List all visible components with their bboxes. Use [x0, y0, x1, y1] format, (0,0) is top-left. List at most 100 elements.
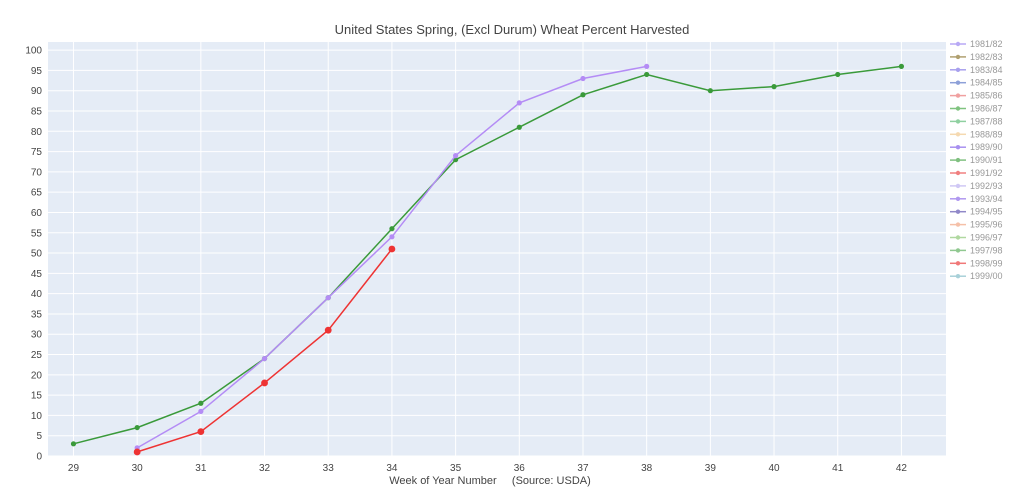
legend-item[interactable]: 1991/92: [950, 168, 1003, 178]
y-tick-label: 80: [31, 127, 43, 138]
legend-item[interactable]: 1987/88: [950, 116, 1003, 126]
legend-item[interactable]: 1984/85: [950, 78, 1003, 88]
legend-item[interactable]: 1986/87: [950, 104, 1003, 114]
legend-swatch-marker: [955, 106, 961, 111]
legend-label: 1984/85: [970, 78, 1003, 88]
legend-label: 1996/97: [970, 233, 1003, 243]
y-tick-label: 40: [31, 289, 43, 300]
x-tick-label: 29: [68, 463, 80, 474]
legend-swatch-marker: [955, 132, 961, 137]
legend-item[interactable]: 1990/91: [950, 155, 1003, 165]
data-point[interactable]: [707, 88, 713, 94]
x-tick-label: 42: [896, 463, 908, 474]
data-point[interactable]: [325, 295, 331, 301]
y-tick-label: 65: [31, 188, 43, 199]
legend-item[interactable]: 1981/82: [950, 39, 1003, 49]
data-point[interactable]: [898, 63, 905, 69]
legend-swatch-marker: [955, 80, 961, 85]
y-tick-label: 55: [31, 228, 43, 239]
x-tick-label: 40: [768, 463, 780, 474]
x-tick-label: 38: [641, 463, 653, 474]
data-point[interactable]: [198, 400, 204, 406]
data-point[interactable]: [516, 124, 522, 130]
y-tick-label: 5: [36, 431, 42, 442]
y-tick-label: 15: [31, 391, 43, 402]
y-tick-label: 50: [31, 249, 43, 260]
legend-label: 1993/94: [970, 194, 1003, 204]
legend-item[interactable]: 1996/97: [950, 233, 1003, 243]
x-tick-label: 30: [132, 463, 144, 474]
y-tick-label: 75: [31, 147, 43, 158]
chart-title: United States Spring, (Excl Durum) Wheat…: [335, 22, 690, 37]
legend-swatch-marker: [955, 222, 961, 227]
data-point[interactable]: [835, 71, 841, 78]
legend-swatch-marker: [955, 183, 961, 189]
x-tick-label: 34: [386, 463, 398, 474]
data-point[interactable]: [389, 234, 395, 240]
y-tick-label: 60: [31, 208, 43, 219]
x-axis-label: Week of Year Number (Source: USDA): [389, 475, 591, 487]
legend-item[interactable]: 1993/94: [950, 194, 1003, 204]
legend-item[interactable]: 1999/00: [950, 271, 1003, 281]
data-point[interactable]: [324, 326, 332, 334]
legend-label: 1990/91: [970, 155, 1003, 165]
x-tick-label: 41: [832, 463, 844, 474]
data-point[interactable]: [133, 448, 141, 456]
data-point[interactable]: [644, 71, 650, 78]
legend-item[interactable]: 1994/95: [950, 207, 1003, 217]
y-tick-label: 0: [36, 452, 42, 463]
y-tick-label: 35: [31, 309, 43, 320]
y-tick-label: 85: [31, 107, 43, 118]
legend-label: 1995/96: [970, 220, 1003, 230]
plot-area: [48, 42, 946, 456]
legend-item[interactable]: 1995/96: [950, 220, 1003, 230]
legend-swatch-marker: [955, 54, 961, 60]
legend-item[interactable]: 1988/89: [950, 129, 1003, 139]
data-point[interactable]: [197, 428, 205, 436]
data-point[interactable]: [580, 92, 586, 98]
x-tick-label: 36: [514, 463, 526, 474]
legend-label: 1994/95: [970, 207, 1003, 217]
legend-item[interactable]: 1983/84: [950, 65, 1003, 75]
legend-label: 1992/93: [970, 181, 1003, 191]
data-point[interactable]: [516, 100, 522, 106]
x-tick-label: 37: [577, 463, 589, 474]
series-1: [134, 63, 650, 451]
data-point[interactable]: [261, 355, 268, 362]
series-line: [73, 65, 902, 445]
legend-swatch-marker: [955, 119, 961, 124]
legend-label: 1998/99: [970, 258, 1003, 268]
legend-item[interactable]: 1997/98: [950, 245, 1003, 255]
y-tick-label: 45: [31, 269, 43, 280]
data-point[interactable]: [580, 75, 586, 82]
legend-swatch-marker: [955, 67, 961, 73]
legend-item[interactable]: 1989/90: [950, 142, 1003, 152]
legend-label: 1989/90: [970, 142, 1003, 152]
legend-swatch-marker: [955, 248, 961, 253]
data-point[interactable]: [453, 153, 459, 159]
legend-item[interactable]: 1982/83: [950, 52, 1003, 62]
data-point[interactable]: [388, 245, 396, 253]
legend-label: 1985/86: [970, 91, 1003, 101]
x-tick-label: 39: [705, 463, 717, 474]
data-point[interactable]: [389, 226, 395, 232]
legend-item[interactable]: 1992/93: [950, 181, 1003, 191]
legend-item[interactable]: 1998/99: [950, 258, 1003, 268]
legend[interactable]: 1981/82 1982/83 1983/84 1984/85 1985/86 1986/…: [950, 39, 1003, 281]
y-tick-label: 95: [31, 66, 43, 77]
data-point[interactable]: [134, 424, 140, 431]
legend-item[interactable]: 1985/86: [950, 91, 1003, 101]
legend-label: 1997/98: [970, 245, 1003, 255]
y-tick-label: 70: [31, 167, 43, 178]
data-point[interactable]: [70, 441, 77, 447]
data-point[interactable]: [261, 379, 268, 387]
data-point[interactable]: [644, 63, 650, 69]
legend-label: 1986/87: [970, 104, 1003, 114]
legend-label: 1982/83: [970, 52, 1003, 62]
series-0: [70, 63, 905, 447]
data-point[interactable]: [771, 84, 777, 90]
data-point[interactable]: [198, 408, 204, 414]
y-tick-label: 25: [31, 350, 43, 361]
